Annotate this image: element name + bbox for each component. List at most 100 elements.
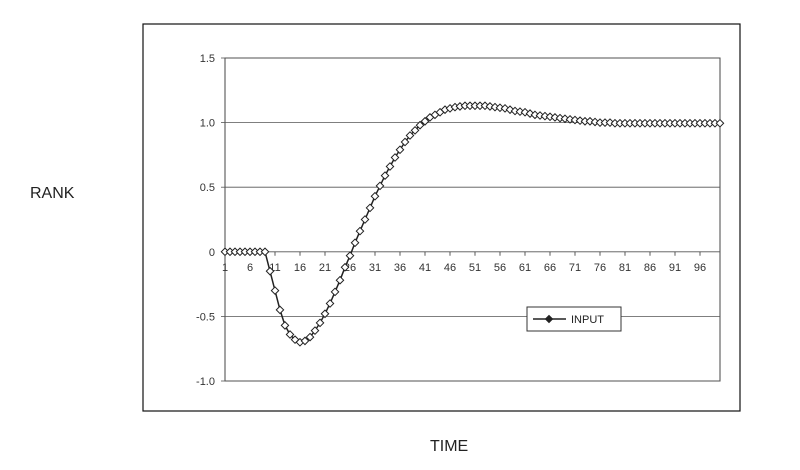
grid-lines (221, 57, 720, 382)
x-tick-label: 96 (694, 262, 706, 274)
x-tick-label: 46 (444, 262, 456, 274)
data-point (260, 247, 270, 257)
data-point (340, 262, 350, 272)
data-point (305, 332, 315, 342)
data-point (335, 275, 345, 285)
data-point (655, 118, 665, 128)
y-axis-label: RANK (30, 185, 75, 202)
data-point (460, 101, 470, 111)
x-tick-label: 51 (469, 262, 481, 274)
data-point (395, 145, 405, 155)
data-point (330, 287, 340, 297)
data-point (285, 330, 295, 339)
x-tick-label: 6 (247, 262, 253, 274)
data-point (645, 118, 655, 128)
y-tick-label: 0.5 (200, 182, 215, 194)
data-point (630, 118, 640, 128)
data-point (595, 118, 605, 127)
data-point (270, 286, 280, 295)
data-point (315, 318, 325, 328)
data-point (690, 118, 700, 128)
legend: INPUT (526, 306, 622, 332)
data-point (385, 162, 395, 171)
x-tick-label: 81 (619, 262, 631, 274)
data-point (660, 118, 670, 128)
y-tick-label: -0.5 (196, 311, 215, 323)
data-point (580, 116, 590, 126)
data-point (220, 247, 230, 257)
y-tick-labels: 1.5 1.0 0.5 0 -0.5 -1.0 (196, 53, 215, 388)
data-point (380, 171, 390, 180)
data-point (350, 238, 360, 248)
data-point (410, 125, 420, 135)
data-point (390, 153, 400, 162)
data-point (415, 120, 425, 130)
data-point (420, 116, 430, 126)
data-point (695, 118, 705, 128)
data-point (470, 101, 480, 111)
data-point (275, 305, 285, 315)
data-point (250, 247, 260, 257)
data-point (680, 118, 690, 128)
x-tick-label: 16 (294, 262, 306, 274)
data-point (325, 299, 335, 308)
legend-label: INPUT (571, 314, 604, 326)
x-tick-label: 31 (369, 262, 381, 274)
legend-marker (544, 314, 554, 324)
data-point (615, 118, 625, 128)
data-point (320, 309, 330, 319)
data-point (635, 118, 645, 128)
data-point (665, 118, 675, 128)
data-point (360, 215, 370, 224)
x-tick-label: 66 (544, 262, 556, 274)
data-point (640, 118, 650, 128)
data-point (465, 101, 475, 111)
x-tick-label: 11 (269, 262, 280, 274)
x-tick-label: 41 (419, 262, 431, 274)
x-tick-label: 86 (644, 262, 656, 274)
x-tick-label: 91 (669, 262, 681, 274)
legend-box (526, 306, 622, 332)
data-point (475, 101, 485, 111)
x-tick-label: 76 (594, 262, 606, 274)
data-point (230, 247, 240, 257)
data-point (240, 247, 250, 257)
x-tick-label: 21 (319, 262, 331, 274)
data-point (625, 118, 635, 128)
data-point (255, 247, 265, 257)
data-point (370, 191, 380, 201)
data-point (705, 118, 715, 128)
x-tick-label: 26 (344, 262, 356, 274)
data-point (650, 118, 660, 128)
data-point (715, 118, 725, 128)
data-point (265, 266, 275, 276)
data-point (675, 118, 685, 128)
x-tick-label: 1 (222, 262, 228, 274)
y-tick-label: 1.0 (200, 118, 215, 130)
data-point (620, 118, 630, 128)
data-point (365, 203, 375, 213)
data-point (375, 181, 385, 191)
data-point (300, 336, 310, 346)
data-point (310, 326, 320, 335)
data-point (685, 118, 695, 128)
data-point (355, 226, 365, 236)
x-tick-label: 36 (394, 262, 406, 274)
data-point (710, 118, 720, 128)
x-axis-label: TIME (430, 438, 468, 455)
data-point (670, 118, 680, 128)
plot-area (224, 57, 721, 382)
y-tick-label: 1.5 (200, 53, 215, 65)
y-tick-label: 0 (209, 247, 215, 259)
data-point (245, 247, 255, 257)
data-point (700, 118, 710, 128)
data-point (610, 118, 620, 128)
x-tick-label: 61 (519, 262, 531, 274)
data-point (225, 247, 235, 257)
data-point (405, 131, 415, 140)
data-point (280, 321, 290, 330)
data-point (600, 118, 610, 127)
x-tick-labels: 1 6 11 16 21 26 31 36 41 46 51 56 61 66 71 76 81 86 91 96 (222, 251, 706, 274)
x-tick-label: 71 (569, 262, 581, 274)
